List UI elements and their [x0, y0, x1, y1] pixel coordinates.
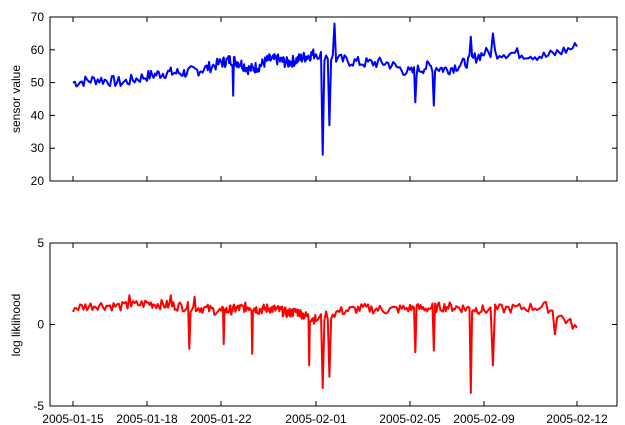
x-tick-label: 2005-01-15: [42, 412, 104, 425]
top-y-tick-label: 60: [31, 43, 45, 57]
bottom-y-tick-label: 5: [37, 236, 44, 250]
top-y-tick-label: 50: [31, 76, 45, 90]
bottom-y-axis-label: log liklihood: [9, 294, 23, 357]
bottom-series-line: [72, 294, 578, 394]
bottom-series-group: [72, 294, 578, 394]
bottom-panel-log-likelihood: -505 2005-01-15 2005-01-18 2005-01-22 2005-…: [9, 236, 618, 425]
x-tick-label: 2005-01-18: [116, 412, 178, 425]
x-tick-label: 2005-02-12: [546, 412, 608, 425]
top-series-line: [72, 22, 578, 156]
x-tick-label: 2005-02-01: [285, 412, 347, 425]
bottom-y-tick-label: 0: [37, 318, 44, 332]
top-y-tick-label: 20: [31, 174, 45, 188]
top-y-axis-label: sensor value: [9, 65, 23, 133]
top-y-ticks: 20 30 40 50 60 70: [31, 10, 617, 188]
top-y-tick-label: 30: [31, 141, 45, 155]
bottom-x-ticks: 2005-01-15 2005-01-18 2005-01-22 2005-02-01…: [42, 243, 608, 425]
top-y-tick-label: 70: [31, 10, 45, 24]
x-tick-label: 2005-02-05: [379, 412, 441, 425]
top-y-tick-label: 40: [31, 108, 45, 122]
top-plot-frame: [49, 16, 618, 182]
top-series-group: [72, 22, 578, 156]
top-panel-sensor-value: 20 30 40 50 60 70 sensor value: [9, 10, 618, 188]
bottom-y-tick-label: -5: [33, 399, 44, 413]
bottom-plot-frame: [49, 242, 618, 407]
bottom-y-ticks: -5 0 5: [33, 236, 617, 413]
x-tick-label: 2005-02-09: [453, 412, 515, 425]
x-tick-label: 2005-01-22: [190, 412, 252, 425]
